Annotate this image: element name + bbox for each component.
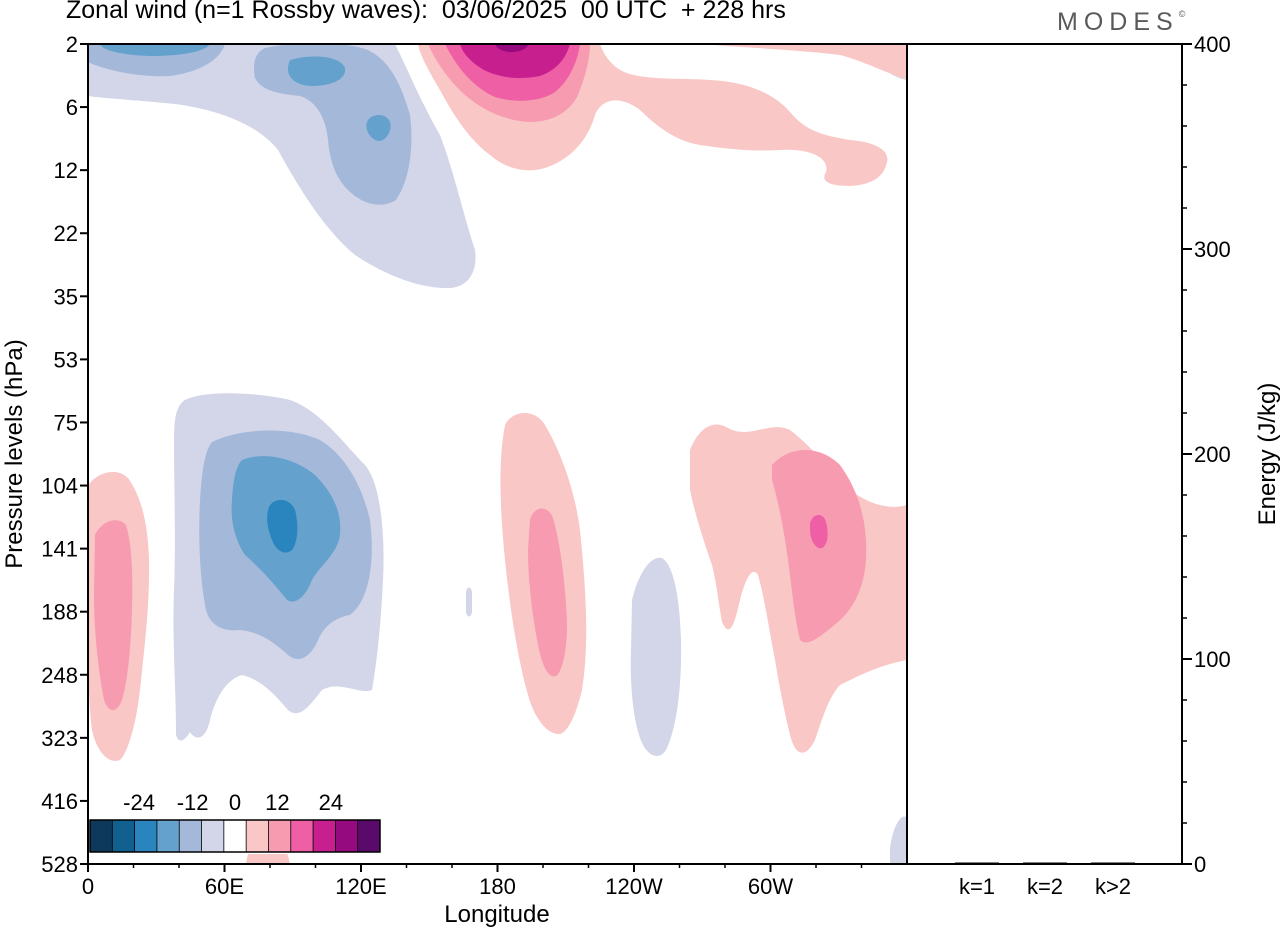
y-tick-label: 323 xyxy=(41,726,78,751)
contour-region-neg-mid-core xyxy=(267,499,298,553)
contour-region-neg-upper-core xyxy=(100,44,391,142)
y-tick-label: 188 xyxy=(41,600,78,625)
colorbar-swatch xyxy=(134,820,158,852)
y-tick-label: 141 xyxy=(41,537,78,562)
colorbar-tick-label: 24 xyxy=(319,790,343,815)
contour-region-pos-upper-peak xyxy=(495,44,528,52)
y-tick-label: 22 xyxy=(54,221,78,246)
energy-axis: 0 100 200 300 400 xyxy=(1182,32,1231,877)
contour-region-neg-150w xyxy=(630,557,682,757)
energy-tick-label: 400 xyxy=(1194,32,1231,57)
energy-bars: k=1 k=2 k>2 xyxy=(955,862,1135,899)
colorbar-swatch xyxy=(290,820,314,852)
energy-tick-label: 200 xyxy=(1194,442,1231,467)
x-tick-label: 180 xyxy=(479,874,516,899)
colorbar-swatch xyxy=(268,820,292,852)
colorbar-swatch xyxy=(201,820,225,852)
y-tick-label: 6 xyxy=(66,95,78,120)
colorbar-frame xyxy=(89,819,381,853)
chart-title: Zonal wind (n=1 Rossby waves): 03/06/202… xyxy=(66,0,786,24)
colorbar-swatch xyxy=(112,820,136,852)
colorbar-tick-label: -12 xyxy=(177,790,209,815)
contour-region-neg-lower-right xyxy=(890,816,907,864)
modes-logo-text: MODES xyxy=(1057,8,1179,36)
y-axis: 2 6 12 22 35 53 75 104 141 188 248 323 416 528 xyxy=(41,32,88,877)
x-tick-label: 60E xyxy=(205,874,244,899)
y-tick-label: 104 xyxy=(41,474,78,499)
energy-category-label: k=2 xyxy=(1027,874,1063,899)
contour-region-pos-upper-core xyxy=(460,44,570,78)
y-tick-label: 53 xyxy=(54,347,78,372)
contour-plot xyxy=(88,44,907,864)
modes-logo: MODES© xyxy=(1057,8,1185,37)
colorbar-tick-label: -24 xyxy=(123,790,155,815)
y-tick-label: 35 xyxy=(54,284,78,309)
y-tick-label: 416 xyxy=(41,789,78,814)
copyright-mark: © xyxy=(1178,8,1186,19)
energy-tick-label: 300 xyxy=(1194,237,1231,262)
y-tick-label: 248 xyxy=(41,663,78,688)
contour-region-pos-west-inner xyxy=(94,520,133,711)
colorbar-swatch xyxy=(179,820,203,852)
energy-category-label: k=1 xyxy=(959,874,995,899)
y-tick-label: 2 xyxy=(66,32,78,57)
colorbar-tick-label: 0 xyxy=(229,790,241,815)
y-tick-label: 528 xyxy=(41,852,78,877)
colorbar-swatch xyxy=(156,820,180,852)
x-tick-label: 120E xyxy=(335,874,386,899)
contour-region-neg-small-dash xyxy=(466,587,472,617)
x-axis: 0 60E 120E 180 120W 60W xyxy=(82,864,863,899)
y-tick-label: 75 xyxy=(54,410,78,435)
contour-region-pos-east-core xyxy=(810,514,828,549)
y-axis-title: Pressure levels (hPa) xyxy=(1,339,28,568)
x-tick-label: 120W xyxy=(605,874,663,899)
colorbar-swatch xyxy=(335,820,359,852)
contour-region-neg-upper-mid xyxy=(88,44,412,205)
colorbar-swatch xyxy=(90,820,113,852)
x-tick-label: 0 xyxy=(82,874,94,899)
colorbar-swatch xyxy=(357,820,381,852)
colorbar-swatch xyxy=(313,820,336,852)
colorbar-swatch xyxy=(246,820,269,852)
contour-region-pos-180-inner xyxy=(528,508,567,677)
energy-panel-background xyxy=(907,44,1182,864)
colorbar: -24 -12 0 12 24 xyxy=(88,782,382,854)
x-axis-title: Longitude xyxy=(444,901,549,928)
y-tick-label: 12 xyxy=(54,158,78,183)
colorbar-swatch xyxy=(223,820,247,852)
x-tick-label: 60W xyxy=(748,874,793,899)
energy-axis-title: Energy (J/kg) xyxy=(1254,383,1280,526)
energy-category-label: k>2 xyxy=(1095,874,1131,899)
energy-tick-label: 100 xyxy=(1194,647,1231,672)
colorbar-tick-label: 12 xyxy=(265,790,289,815)
energy-tick-label: 0 xyxy=(1194,852,1206,877)
